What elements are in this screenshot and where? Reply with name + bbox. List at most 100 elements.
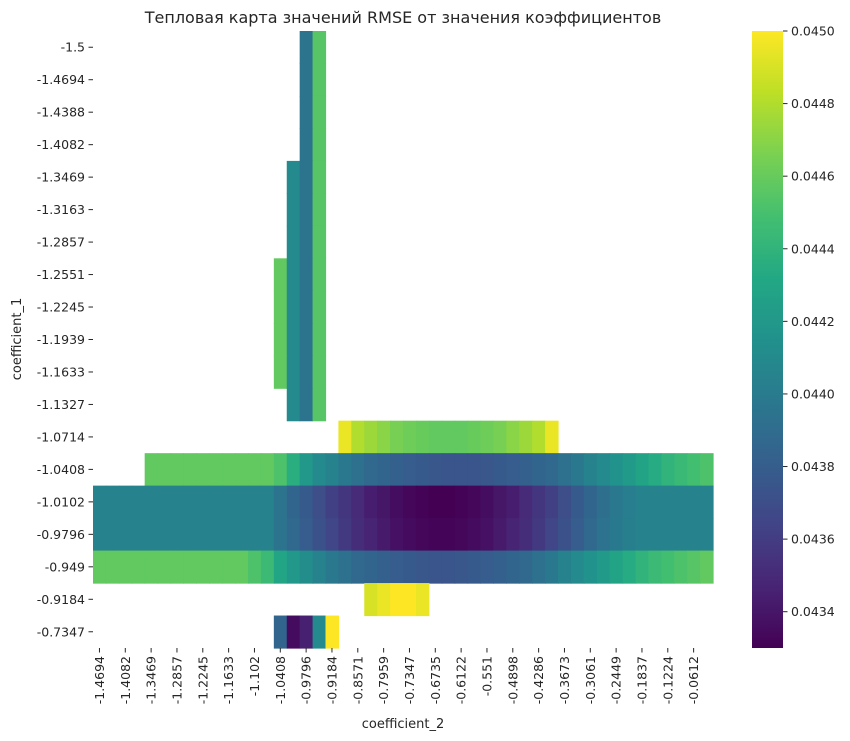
heatmap-cell <box>480 485 495 519</box>
heatmap-cell <box>403 550 417 584</box>
heatmap-cell <box>700 453 714 487</box>
heatmap-cell <box>545 550 559 584</box>
heatmap-cell <box>157 453 172 487</box>
heatmap-cell <box>403 485 417 519</box>
heatmap-cell <box>222 453 236 487</box>
heatmap-cell <box>118 518 133 552</box>
heatmap-cell <box>157 518 172 552</box>
heatmap-cell <box>273 518 288 552</box>
heatmap-cell <box>570 485 585 519</box>
x-tick-label: -0.551 <box>479 656 494 696</box>
heatmap-cell <box>144 518 159 552</box>
heatmap-cell <box>312 550 327 584</box>
x-tick-label: -1.2857 <box>169 656 184 704</box>
heatmap-cell <box>131 518 146 552</box>
heatmap-cell <box>648 453 662 487</box>
heatmap-cell <box>196 550 210 584</box>
heatmap-cell <box>390 453 404 487</box>
heatmap-cell <box>248 453 262 487</box>
heatmap-cell <box>157 550 172 584</box>
heatmap-cell <box>467 485 482 519</box>
heatmap-cell <box>325 550 340 584</box>
x-tick-label: -1.3469 <box>144 656 159 704</box>
x-tick-label: -0.1837 <box>634 656 649 704</box>
heatmap-cell <box>312 258 327 292</box>
heatmap-cell <box>428 453 443 487</box>
heatmap-cell <box>209 518 223 552</box>
heatmap-cell <box>170 453 185 487</box>
heatmap-cell <box>338 485 352 519</box>
heatmap-cell <box>351 485 365 519</box>
y-axis: -1.5 -1.4694 -1.4388 -1.4082 -1.3469 -1.3163 -… <box>37 40 93 639</box>
x-tick-label: -0.3061 <box>583 656 598 704</box>
heatmap-cell <box>105 485 120 519</box>
heatmap-cell <box>635 550 650 584</box>
heatmap-cell <box>222 485 236 519</box>
heatmap-cell <box>299 485 314 519</box>
heatmap-cell <box>299 355 314 389</box>
heatmap-cell <box>105 550 120 584</box>
heatmap-cell <box>312 388 327 422</box>
heatmap-cell <box>532 550 546 584</box>
chart-title: Тепловая карта значений RMSE от значения… <box>144 8 662 27</box>
heatmap-cell <box>235 550 249 584</box>
heatmap-cell <box>609 485 624 519</box>
heatmap-cell <box>196 485 210 519</box>
heatmap-cell <box>312 128 327 162</box>
heatmap-cell <box>312 615 327 649</box>
heatmap-cell <box>273 258 288 292</box>
heatmap-cell <box>467 518 482 552</box>
heatmap-cell <box>454 420 469 454</box>
heatmap-cell <box>377 550 391 584</box>
heatmap-cell <box>312 323 327 357</box>
heatmap-cell <box>415 453 430 487</box>
heatmap-cell <box>467 550 482 584</box>
heatmap-cell <box>273 355 288 389</box>
heatmap-cell <box>312 355 327 389</box>
heatmap-cell <box>299 323 314 357</box>
heatmap-cell <box>299 225 314 259</box>
heatmap-cell <box>441 420 456 454</box>
y-tick-label: -1.1327 <box>37 397 85 412</box>
heatmap-cell <box>532 453 546 487</box>
y-tick-label: -1.5 <box>61 40 85 55</box>
heatmap-cell <box>609 453 624 487</box>
heatmap-cell <box>583 518 598 552</box>
heatmap-cell <box>312 225 327 259</box>
y-tick-label: -1.4388 <box>37 105 85 120</box>
heatmap-cell <box>312 453 327 487</box>
heatmap-cell <box>609 518 624 552</box>
y-tick-label: -1.2245 <box>37 300 85 315</box>
heatmap-cell <box>377 485 391 519</box>
heatmap-cell <box>364 518 378 552</box>
heatmap-cell <box>700 518 714 552</box>
heatmap-cell <box>299 290 314 324</box>
y-tick-label: -1.0408 <box>37 462 85 477</box>
heatmap-cell <box>312 95 327 130</box>
colorbar-tick-label: 0.0444 <box>791 241 835 256</box>
heatmap-cell <box>480 550 495 584</box>
heatmap-cells <box>93 31 714 649</box>
heatmap-cell <box>674 453 688 487</box>
heatmap-cell <box>338 518 352 552</box>
x-tick-label: -1.0408 <box>273 656 288 704</box>
heatmap-cell <box>415 485 430 519</box>
heatmap-cell <box>377 583 391 617</box>
heatmap-cell <box>248 550 262 584</box>
heatmap-cell <box>441 550 456 584</box>
heatmap-cell <box>480 453 495 487</box>
colorbar-ticks: 0.0434 0.0436 0.0438 0.0440 0.0442 0.0444 0.04… <box>783 24 835 619</box>
heatmap-cell <box>273 550 288 584</box>
heatmap-cell <box>209 453 223 487</box>
heatmap-cell <box>428 420 443 454</box>
heatmap-cell <box>519 518 533 552</box>
heatmap-cell <box>519 485 533 519</box>
heatmap-cell <box>570 550 585 584</box>
heatmap-cell <box>286 485 301 519</box>
colorbar-tick-label: 0.0442 <box>791 314 835 329</box>
heatmap-cell <box>674 485 688 519</box>
heatmap-cell <box>118 550 133 584</box>
colorbar <box>752 31 783 648</box>
heatmap-cell <box>235 453 249 487</box>
heatmap-cell <box>325 518 340 552</box>
